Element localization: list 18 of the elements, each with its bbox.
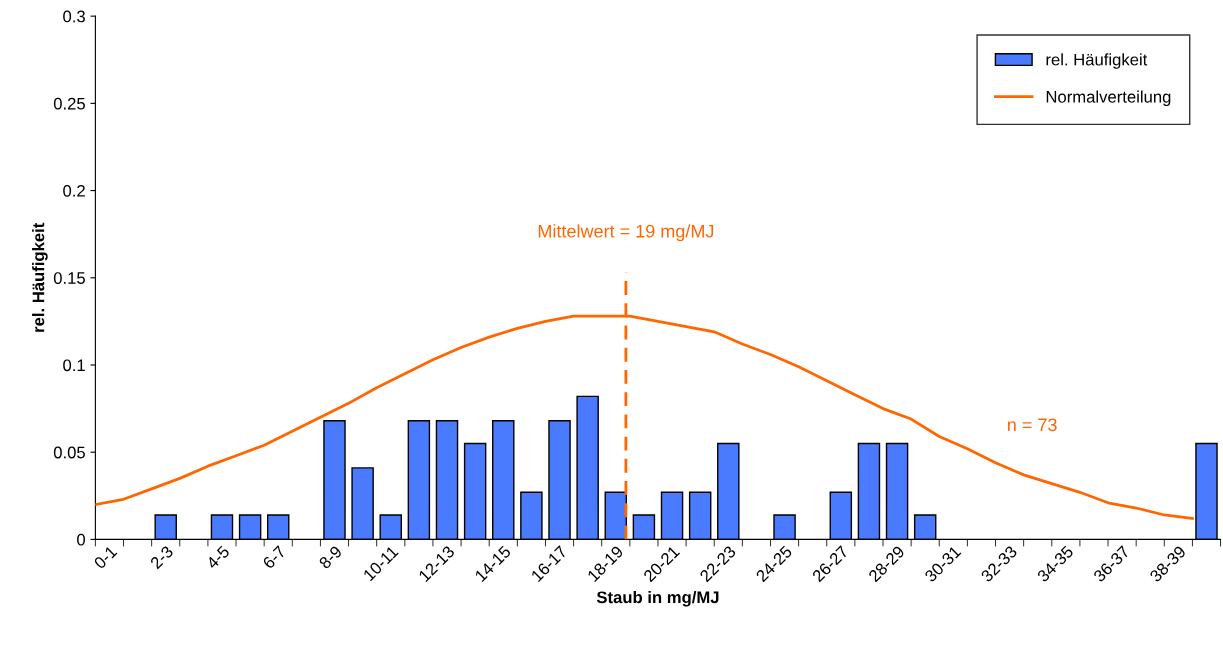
y-tick-label: 0.3 — [63, 10, 85, 23]
y-tick-label: 0.15 — [53, 272, 85, 284]
y-tick-label: 0.2 — [63, 184, 85, 197]
x-tick-label: 6-7 — [262, 545, 287, 570]
y-tick-label: 0.05 — [53, 446, 85, 459]
x-tick-label: 4-5 — [205, 545, 231, 570]
y-axis-title: rel. Häufigkeit — [32, 222, 48, 332]
x-axis-title: Staub in mg/MJ — [596, 590, 719, 607]
y-tick-label: 0.1 — [63, 359, 85, 372]
x-tick-label: 8-9 — [318, 545, 343, 570]
annotation: Mittelwert = 19 mg/MJ — [538, 224, 714, 242]
legend-label: Normalverteilung — [1046, 90, 1171, 107]
y-tick-label: 0.25 — [53, 97, 85, 110]
x-tick-label: 2-3 — [149, 545, 174, 570]
legend-label: rel. Häufigkeit — [1046, 53, 1148, 69]
y-tick-label: 0 — [77, 533, 86, 546]
annotation: n = 73 — [1007, 418, 1057, 432]
x-tick-label: 0-1 — [93, 545, 118, 570]
